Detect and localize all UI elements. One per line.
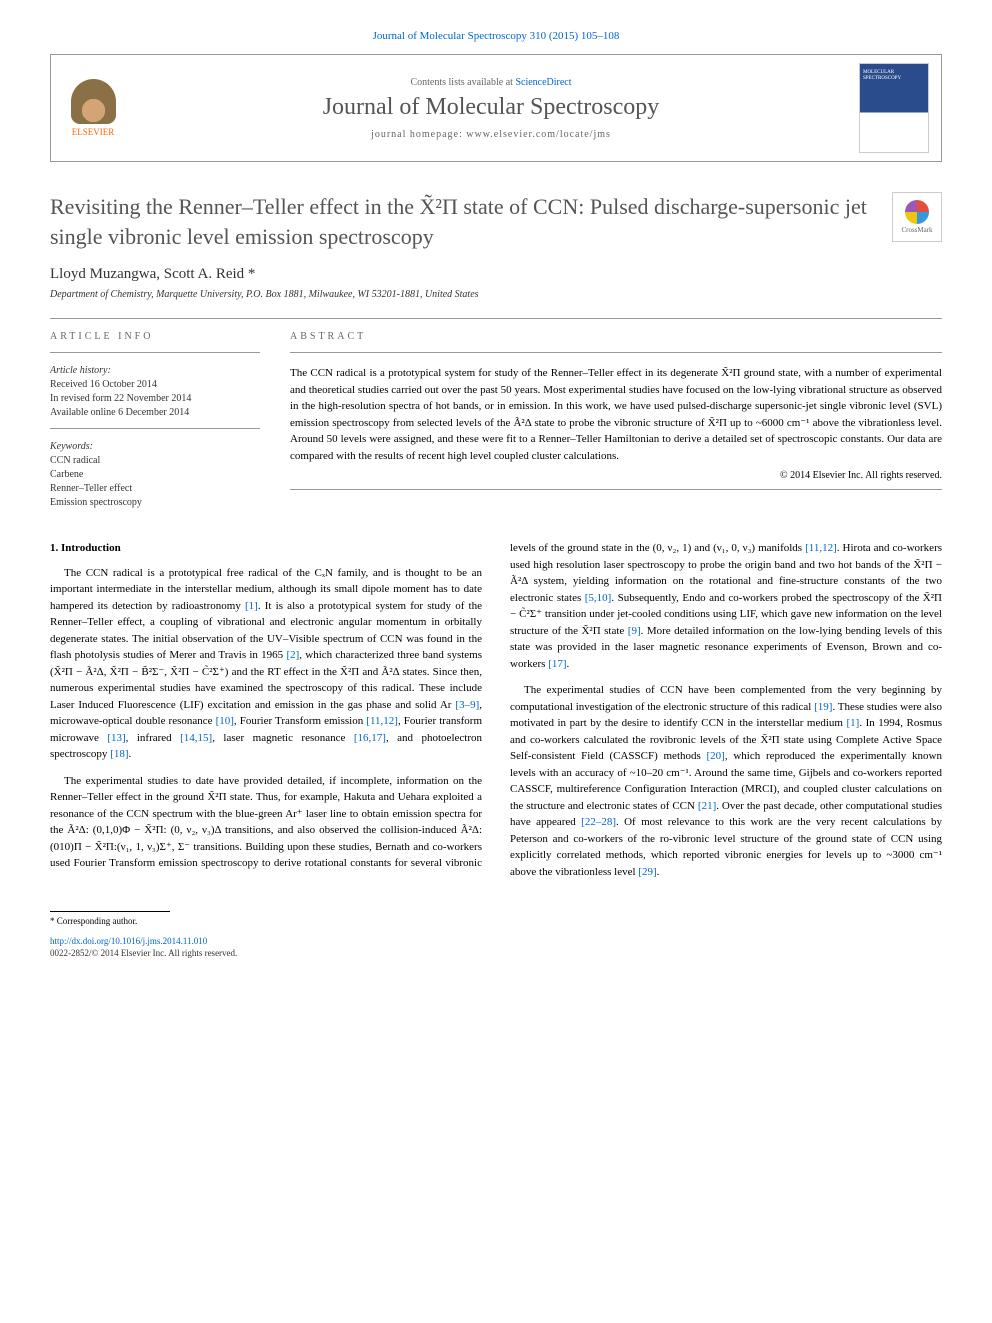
authors: Lloyd Muzangwa, Scott A. Reid * — [50, 266, 942, 283]
ref-link[interactable]: [11,12] — [366, 715, 398, 727]
contents-available: Contents lists available at ScienceDirec… — [138, 77, 844, 88]
ref-link[interactable]: [16,17] — [354, 732, 386, 744]
journal-name: Journal of Molecular Spectroscopy — [138, 94, 844, 121]
info-divider-1 — [50, 352, 260, 353]
ref-link[interactable]: [29] — [638, 866, 656, 878]
article-info-heading: ARTICLE INFO — [50, 331, 260, 342]
ref-link[interactable]: [2] — [286, 649, 299, 661]
affiliation: Department of Chemistry, Marquette Unive… — [50, 289, 942, 300]
elsevier-tree-icon — [71, 79, 116, 124]
ref-link[interactable]: [19] — [814, 701, 832, 713]
info-divider-2 — [50, 428, 260, 429]
elsevier-logo[interactable]: ELSEVIER — [63, 73, 123, 143]
contents-prefix: Contents lists available at — [410, 77, 515, 88]
ref-link[interactable]: [9] — [628, 625, 641, 637]
intro-paragraph-1: The CCN radical is a prototypical free r… — [50, 565, 482, 763]
keyword-1: CCN radical — [50, 454, 260, 468]
journal-header-box: ELSEVIER Contents lists available at Sci… — [50, 54, 942, 162]
ref-link[interactable]: [21] — [698, 800, 716, 812]
abstract-copyright: © 2014 Elsevier Inc. All rights reserved… — [290, 470, 942, 481]
abstract-divider — [290, 352, 942, 353]
abstract-column: ABSTRACT The CCN radical is a prototypic… — [290, 331, 942, 510]
keywords-heading: Keywords: — [50, 441, 260, 452]
ref-link[interactable]: [11,12] — [805, 542, 837, 554]
title-row: Revisiting the Renner–Teller effect in t… — [50, 192, 942, 251]
ref-link[interactable]: [10] — [216, 715, 234, 727]
ref-link[interactable]: [17] — [548, 658, 566, 670]
journal-cover-thumbnail[interactable]: MOLECULAR SPECTROSCOPY — [859, 63, 929, 153]
received-date: Received 16 October 2014 — [50, 378, 260, 392]
history-heading: Article history: — [50, 365, 260, 376]
ref-link[interactable]: [13] — [107, 732, 125, 744]
ref-link[interactable]: [18] — [110, 748, 128, 760]
footer: * Corresponding author. http://dx.doi.or… — [50, 911, 942, 958]
ref-link[interactable]: [14,15] — [180, 732, 212, 744]
doi-link[interactable]: http://dx.doi.org/10.1016/j.jms.2014.11.… — [50, 936, 942, 946]
issn-copyright: 0022-2852/© 2014 Elsevier Inc. All right… — [50, 948, 942, 958]
revised-date: In revised form 22 November 2014 — [50, 392, 260, 406]
crossmark-label: CrossMark — [901, 226, 932, 234]
crossmark-badge[interactable]: CrossMark — [892, 192, 942, 242]
journal-homepage[interactable]: journal homepage: www.elsevier.com/locat… — [138, 129, 844, 140]
cover-label: MOLECULAR SPECTROSCOPY — [863, 70, 925, 81]
crossmark-icon — [905, 200, 929, 224]
abstract-divider-bottom — [290, 489, 942, 490]
ref-link[interactable]: [20] — [707, 750, 725, 762]
keyword-2: Carbene — [50, 468, 260, 482]
sciencedirect-link[interactable]: ScienceDirect — [515, 77, 571, 88]
section-1-heading: 1. Introduction — [50, 540, 482, 557]
corresponding-author: * Corresponding author. — [50, 916, 942, 926]
ref-link[interactable]: [5,10] — [585, 592, 612, 604]
intro-paragraph-3: The experimental studies of CCN have bee… — [510, 682, 942, 880]
ref-link[interactable]: [22–28] — [581, 816, 616, 828]
article-title: Revisiting the Renner–Teller effect in t… — [50, 192, 872, 251]
footer-divider — [50, 911, 170, 912]
keyword-4: Emission spectroscopy — [50, 496, 260, 510]
ref-link[interactable]: [3–9] — [455, 699, 479, 711]
abstract-heading: ABSTRACT — [290, 331, 942, 342]
body-text: 1. Introduction The CCN radical is a pro… — [50, 540, 942, 881]
divider-top — [50, 318, 942, 319]
citation-header: Journal of Molecular Spectroscopy 310 (2… — [50, 30, 942, 42]
ref-link[interactable]: [1] — [847, 717, 860, 729]
elsevier-label: ELSEVIER — [72, 127, 115, 137]
header-center: Contents lists available at ScienceDirec… — [138, 77, 844, 140]
info-abstract-row: ARTICLE INFO Article history: Received 1… — [50, 331, 942, 510]
keyword-3: Renner–Teller effect — [50, 482, 260, 496]
online-date: Available online 6 December 2014 — [50, 406, 260, 420]
article-info-column: ARTICLE INFO Article history: Received 1… — [50, 331, 260, 510]
page-container: Journal of Molecular Spectroscopy 310 (2… — [0, 0, 992, 988]
abstract-text: The CCN radical is a prototypical system… — [290, 365, 942, 464]
ref-link[interactable]: [1] — [245, 600, 258, 612]
